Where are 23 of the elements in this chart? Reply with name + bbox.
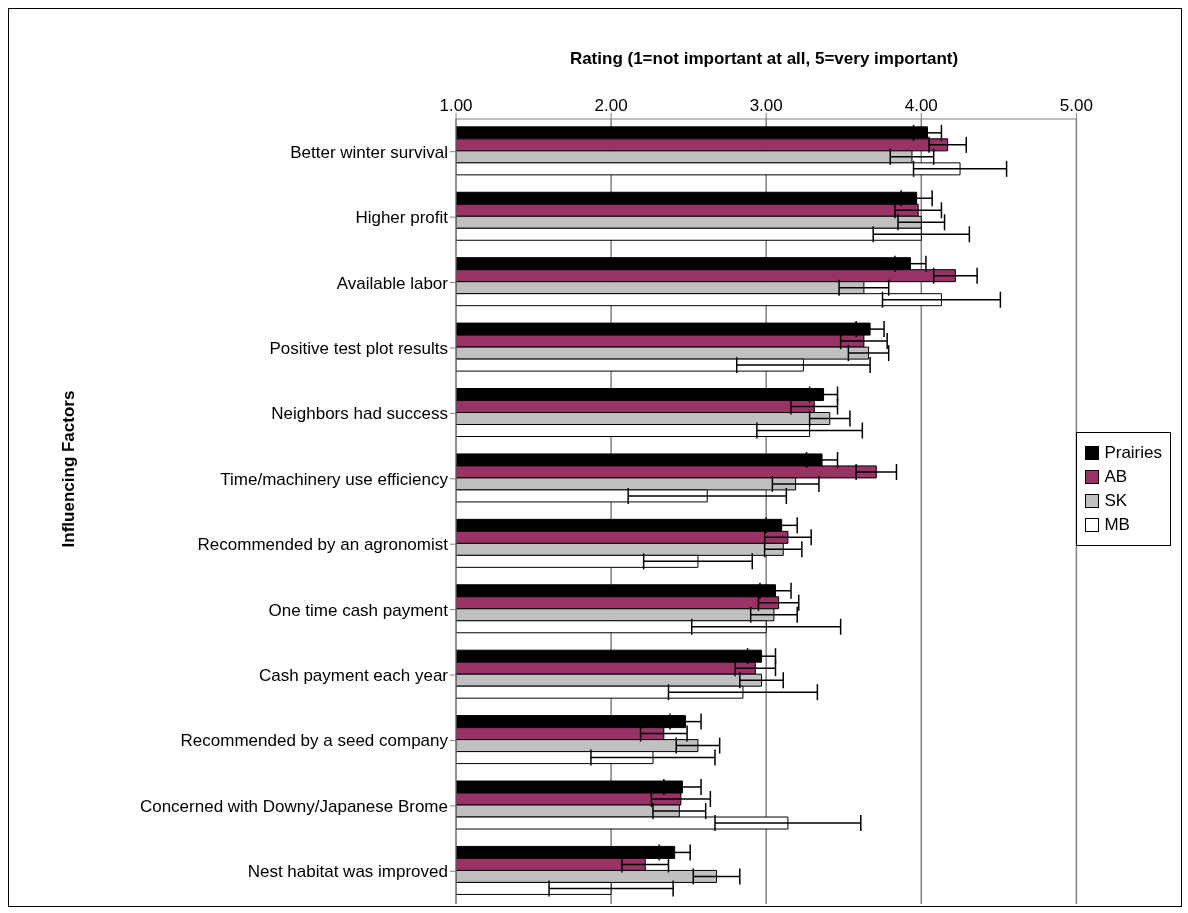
y-tick-label: Recommended by an agronomist <box>197 535 449 555</box>
x-tick-label: 2.00 <box>594 96 628 115</box>
x-tick-label: 3.00 <box>749 96 783 115</box>
y-axis-title: Influencing Factors <box>59 390 79 548</box>
legend-label: SK <box>1104 491 1128 511</box>
x-axis-title: Rating (1=not important at all, 5=very important) <box>568 49 960 69</box>
y-tick-label: Recommended by a seed company <box>180 731 449 751</box>
y-tick-label: Neighbors had success <box>271 404 448 424</box>
y-tick-label: Time/machinery use efficiency <box>220 469 449 489</box>
y-tick-label: Concerned with Downy/Japanese Brome <box>139 796 448 816</box>
y-tick-label: Higher profit <box>355 208 449 228</box>
y-tick-label: Positive test plot results <box>269 338 448 358</box>
legend-label: AB <box>1104 467 1128 487</box>
y-tick-label: Nest habitat was improved <box>247 862 448 882</box>
x-tick-label: 5.00 <box>1059 96 1093 115</box>
legend-label: Prairies <box>1104 443 1162 463</box>
y-tick-label: Cash payment each year <box>259 666 449 686</box>
x-tick-label: 1.00 <box>439 96 473 115</box>
y-tick-label: Available labor <box>336 273 449 293</box>
y-tick-label: One time cash payment <box>268 600 449 620</box>
x-tick-label: 4.00 <box>904 96 938 115</box>
y-tick-label: Better winter survival <box>290 142 448 162</box>
legend-label: MB <box>1104 515 1130 535</box>
